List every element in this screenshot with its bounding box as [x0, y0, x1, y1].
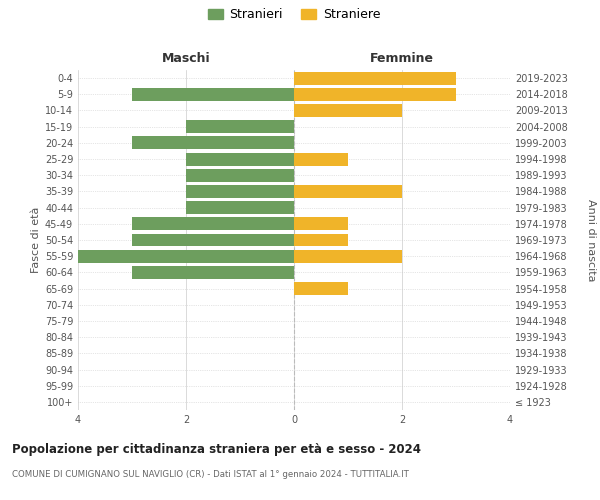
Bar: [186, 201, 294, 214]
Bar: [294, 282, 348, 295]
Bar: [186, 185, 294, 198]
Text: Maschi: Maschi: [161, 52, 211, 65]
Bar: [294, 72, 456, 85]
Bar: [132, 266, 294, 279]
Bar: [294, 250, 402, 262]
Text: COMUNE DI CUMIGNANO SUL NAVIGLIO (CR) - Dati ISTAT al 1° gennaio 2024 - TUTTITAL: COMUNE DI CUMIGNANO SUL NAVIGLIO (CR) - …: [12, 470, 409, 479]
Bar: [294, 185, 402, 198]
Bar: [294, 234, 348, 246]
Bar: [294, 152, 348, 166]
Bar: [132, 136, 294, 149]
Bar: [186, 152, 294, 166]
Bar: [78, 250, 294, 262]
Bar: [132, 88, 294, 101]
Text: Anni di nascita: Anni di nascita: [586, 198, 596, 281]
Bar: [186, 169, 294, 181]
Legend: Stranieri, Straniere: Stranieri, Straniere: [208, 8, 380, 21]
Text: Popolazione per cittadinanza straniera per età e sesso - 2024: Popolazione per cittadinanza straniera p…: [12, 442, 421, 456]
Bar: [132, 234, 294, 246]
Bar: [186, 120, 294, 133]
Bar: [294, 218, 348, 230]
Y-axis label: Fasce di età: Fasce di età: [31, 207, 41, 273]
Bar: [294, 88, 456, 101]
Bar: [132, 218, 294, 230]
Bar: [294, 104, 402, 117]
Text: Femmine: Femmine: [370, 52, 434, 65]
